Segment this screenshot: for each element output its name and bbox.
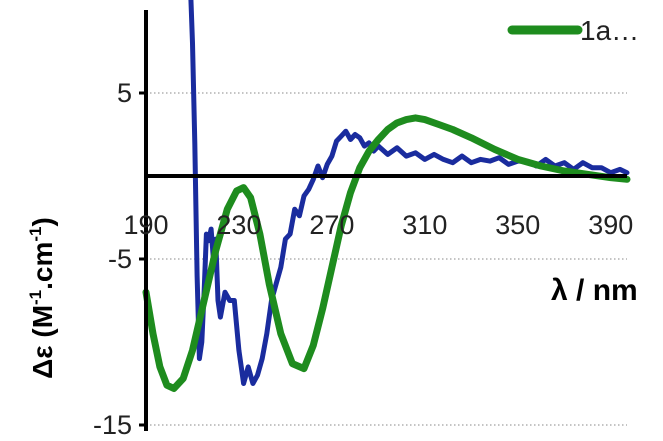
- x-tick-labels: 190 230 270 310 350 390: [123, 210, 633, 240]
- y-axis-title: Δε (M-1.cm-1): [26, 217, 58, 379]
- y-axis-title-sup1: -1: [26, 290, 45, 305]
- series-line-blue: [188, 0, 630, 386]
- y-axis-title-main: Δε (M: [27, 305, 58, 379]
- x-axis-title: λ / nm: [551, 274, 638, 307]
- x-tick-label-230: 230: [216, 210, 261, 240]
- x-tick-label-190: 190: [123, 210, 168, 240]
- series-line-1a: [142, 114, 631, 392]
- legend: 1a…: [507, 15, 639, 46]
- grid-lines: [146, 92, 627, 426]
- x-tick-label-270: 270: [309, 210, 354, 240]
- x-tick-label-350: 350: [495, 210, 540, 240]
- series-lines: [142, 0, 631, 392]
- y-axis-title-mid: .cm: [27, 242, 58, 290]
- x-tick-label-310: 310: [402, 210, 447, 240]
- x-tick-label-390: 390: [588, 210, 633, 240]
- legend-label-1a: 1a…: [580, 15, 639, 46]
- y-axis-title-end: ): [27, 217, 58, 226]
- y-ticks: 5 -5 -15: [93, 78, 146, 440]
- y-tick-label-5: 5: [117, 78, 132, 108]
- y-tick-label--15: -15: [93, 410, 132, 440]
- y-axis-title-sup2: -1: [26, 226, 45, 241]
- y-tick-label--5: -5: [108, 244, 132, 274]
